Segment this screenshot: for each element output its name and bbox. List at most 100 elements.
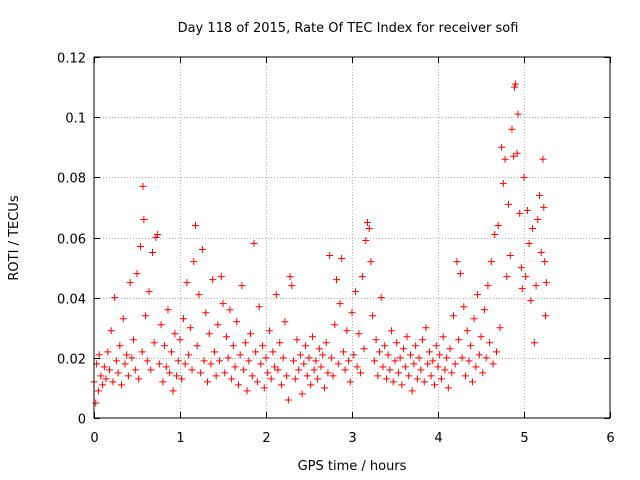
data-point xyxy=(147,366,155,374)
data-point xyxy=(351,288,359,296)
y-tick-label: 0.1 xyxy=(65,112,86,127)
data-point xyxy=(139,182,147,190)
data-point xyxy=(135,375,143,383)
data-point xyxy=(100,363,108,371)
data-point xyxy=(300,360,308,368)
data-point xyxy=(136,243,144,251)
data-point xyxy=(178,375,186,383)
data-point xyxy=(374,372,382,380)
data-point xyxy=(148,249,156,257)
data-point xyxy=(336,300,344,308)
data-point xyxy=(191,221,199,229)
data-point xyxy=(118,381,126,389)
data-point xyxy=(116,342,124,350)
data-point xyxy=(444,384,452,392)
data-point xyxy=(525,240,533,248)
data-point xyxy=(535,191,543,199)
data-point xyxy=(405,372,413,380)
data-point xyxy=(496,324,504,332)
data-point xyxy=(534,215,542,223)
data-point xyxy=(527,297,535,305)
data-point xyxy=(243,387,251,395)
data-point xyxy=(372,336,380,344)
data-point xyxy=(523,206,531,214)
data-point xyxy=(431,381,439,389)
x-tick-label: 0 xyxy=(90,431,98,446)
data-point xyxy=(99,381,107,389)
data-point xyxy=(439,333,447,341)
data-point xyxy=(477,333,485,341)
data-point xyxy=(130,336,138,344)
data-point xyxy=(345,357,353,365)
data-point xyxy=(448,369,456,377)
data-point xyxy=(166,369,174,377)
data-point xyxy=(514,110,522,118)
data-point xyxy=(369,312,377,320)
data-point xyxy=(517,264,525,272)
data-point xyxy=(460,303,468,311)
data-point xyxy=(511,83,519,91)
data-point xyxy=(412,342,420,350)
data-point xyxy=(436,351,444,359)
data-point xyxy=(231,363,239,371)
data-point xyxy=(518,285,526,293)
data-point xyxy=(200,357,208,365)
data-point xyxy=(388,327,396,335)
data-point xyxy=(467,342,475,350)
data-point xyxy=(358,273,366,281)
data-point xyxy=(522,273,530,281)
data-point xyxy=(463,327,471,335)
data-point xyxy=(267,375,275,383)
data-point xyxy=(363,218,371,226)
data-point xyxy=(530,339,538,347)
data-point xyxy=(152,234,160,241)
data-point xyxy=(159,378,167,386)
data-point xyxy=(188,366,196,374)
data-point xyxy=(94,387,102,395)
data-point xyxy=(283,372,291,380)
data-point xyxy=(339,348,347,356)
data-point xyxy=(393,339,401,347)
data-point xyxy=(128,354,136,362)
data-point xyxy=(427,372,435,380)
data-point xyxy=(429,357,437,365)
data-point xyxy=(157,321,165,329)
axis-ticks: 0 1 2 3 4 5 6 0 0.02 0.04 0.06 0.08 0.1 0.12 xyxy=(57,52,615,447)
x-tick-label: 2 xyxy=(262,431,270,446)
data-point xyxy=(398,381,406,389)
data-point xyxy=(415,354,423,362)
data-point xyxy=(510,152,518,160)
data-point xyxy=(264,369,272,377)
data-point xyxy=(255,303,263,311)
data-point xyxy=(216,357,224,365)
data-point xyxy=(320,384,328,392)
data-point xyxy=(253,378,261,386)
data-point xyxy=(451,360,459,368)
data-point xyxy=(212,372,220,380)
data-point xyxy=(453,258,461,266)
data-point xyxy=(465,357,473,365)
data-point xyxy=(207,360,215,368)
data-point xyxy=(432,342,440,350)
data-point xyxy=(489,360,497,368)
data-point xyxy=(295,366,303,374)
data-point xyxy=(400,345,408,353)
data-point xyxy=(119,315,127,323)
data-point xyxy=(420,378,428,386)
x-tick-label: 3 xyxy=(348,431,356,446)
data-point xyxy=(238,282,246,290)
data-point xyxy=(181,360,189,368)
data-point xyxy=(308,333,316,341)
data-point xyxy=(441,366,449,374)
data-point xyxy=(202,309,210,317)
data-point xyxy=(250,240,258,248)
data-point xyxy=(391,357,399,365)
data-point xyxy=(474,291,482,299)
data-point xyxy=(520,173,528,181)
y-axis-label: ROTI / TECUs xyxy=(7,195,22,280)
data-point xyxy=(164,306,172,314)
data-point xyxy=(209,276,217,284)
chart-title: Day 118 of 2015, Rate Of TEC Index for r… xyxy=(178,21,519,36)
data-point xyxy=(434,363,442,371)
data-point xyxy=(296,351,304,359)
